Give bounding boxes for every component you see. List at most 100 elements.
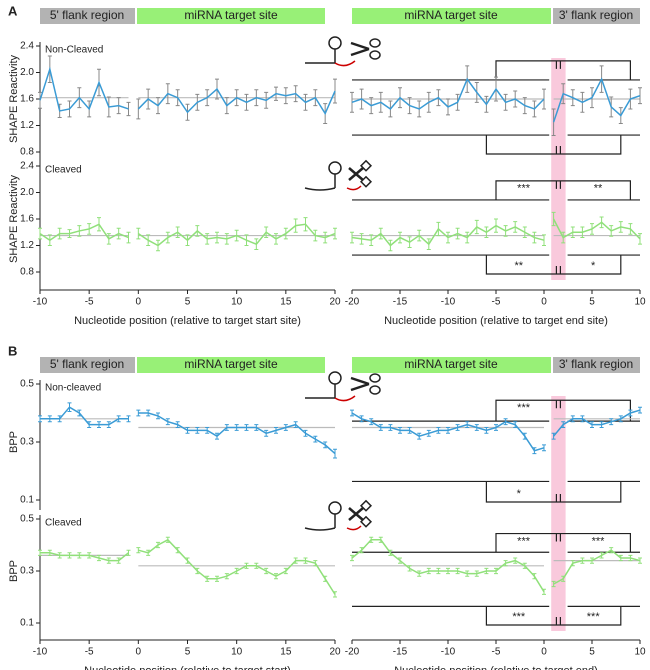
region-label: miRNA target site: [184, 357, 278, 371]
bracket: [352, 605, 640, 626]
region-bar: [352, 357, 551, 373]
significance-label: ***: [512, 611, 526, 623]
data-line: [138, 412, 336, 455]
panel-label: B: [8, 343, 17, 358]
error-bar: [136, 547, 141, 554]
region-label: miRNA target site: [404, 8, 498, 22]
data-line: [351, 224, 545, 247]
bracket: [352, 254, 640, 275]
data-line: [351, 539, 545, 593]
y-axis-label: BPP: [8, 431, 20, 453]
data-line: [552, 218, 641, 240]
region-label: 5' flank region: [50, 357, 124, 371]
error-bar: [126, 101, 131, 117]
region-bar: [137, 8, 325, 24]
icons: [304, 36, 381, 531]
region-bar: [40, 8, 135, 24]
x-tick-label: 0: [541, 647, 547, 658]
significance-label: ***: [587, 611, 601, 623]
y-tick-label: 1.6: [20, 94, 34, 105]
significance-label: **: [594, 183, 603, 195]
x-tick-label: -10: [441, 647, 456, 658]
x-tick-label: 20: [329, 297, 341, 308]
y-tick-label: 0.8: [20, 267, 34, 278]
data-line: [40, 552, 129, 562]
highlight-band: [551, 396, 566, 631]
data-line: [138, 538, 336, 595]
x-tick-label: 20: [329, 647, 341, 658]
significance-label: **: [515, 260, 524, 272]
region-label: miRNA target site: [184, 8, 278, 22]
x-tick-label: -10: [33, 297, 48, 308]
x-tick-label: 5: [185, 647, 191, 658]
x-tick-label: -5: [85, 297, 94, 308]
significance-label: ***: [517, 535, 531, 547]
data-line: [553, 549, 641, 585]
error-bar: [638, 87, 642, 105]
region-label: miRNA target site: [404, 357, 498, 371]
data-line: [39, 223, 129, 242]
y-axis-label: SHAPE Reactivity: [8, 174, 20, 263]
region-label: 3' flank region: [559, 357, 633, 371]
significance-label: *: [517, 488, 522, 500]
region-bar: [553, 8, 640, 24]
bracket: [352, 532, 640, 553]
significance-label: ***: [517, 183, 531, 195]
x-tick-label: -5: [492, 297, 501, 308]
x-axis-label: Nucleotide position (relative to target …: [394, 665, 598, 670]
x-tick-label: -5: [85, 647, 94, 658]
x-tick-label: 5: [589, 297, 595, 308]
y-tick-label: 2.4: [20, 161, 34, 172]
region-label: 3' flank region: [559, 8, 633, 22]
significance-label: ***: [517, 402, 531, 414]
y-tick-label: 0.3: [20, 566, 34, 577]
data-line: [137, 87, 336, 116]
x-tick-label: -15: [393, 647, 408, 658]
significance-label: *: [591, 260, 596, 272]
y-tick-label: 0.8: [20, 147, 34, 158]
bracket: [352, 480, 640, 503]
error-bar: [551, 108, 556, 136]
region-label: 5' flank region: [50, 8, 124, 22]
x-tick-label: -10: [33, 647, 48, 658]
x-tick-label: 10: [634, 647, 646, 658]
x-tick-label: 15: [280, 647, 292, 658]
region-bar: [352, 8, 551, 24]
region-bar: [137, 357, 325, 373]
y-tick-label: 0.5: [20, 379, 34, 390]
subplot-title: Cleaved: [45, 165, 82, 176]
x-tick-label: 15: [280, 297, 292, 308]
region-bar: [40, 357, 135, 373]
y-axis-label: SHAPE Reactivity: [8, 54, 20, 143]
data-line: [137, 223, 336, 247]
x-tick-label: 5: [589, 647, 595, 658]
data-line: [351, 412, 545, 452]
x-tick-label: -20: [345, 647, 360, 658]
y-tick-label: 1.6: [20, 214, 34, 225]
y-tick-label: 0.1: [20, 495, 34, 506]
bracket: [352, 399, 640, 422]
subplot-title: Cleaved: [45, 518, 82, 529]
data-line: [553, 409, 641, 437]
y-tick-label: 0.1: [20, 618, 34, 629]
x-tick-label: -15: [393, 297, 408, 308]
x-tick-label: 0: [136, 297, 142, 308]
data-line: [40, 406, 129, 426]
x-tick-label: 0: [541, 297, 547, 308]
x-tick-label: -5: [492, 647, 501, 658]
region-bar: [553, 357, 640, 373]
data-line: [39, 66, 129, 112]
x-axis-label: Nucleotide position (relative to target …: [384, 315, 608, 327]
bracket: [352, 60, 640, 81]
y-tick-label: 1.2: [20, 120, 34, 131]
error-bar: [136, 409, 141, 417]
x-axis-label: Nucleotide position (relative to target …: [74, 315, 301, 327]
y-tick-label: 2.0: [20, 67, 34, 78]
bracket: [352, 134, 640, 155]
y-tick-label: 0.3: [20, 437, 34, 448]
subplot-title: Non-cleaved: [45, 383, 101, 394]
error-bar: [136, 98, 141, 120]
panel-label: A: [8, 3, 18, 18]
y-tick-label: 1.2: [20, 240, 34, 251]
